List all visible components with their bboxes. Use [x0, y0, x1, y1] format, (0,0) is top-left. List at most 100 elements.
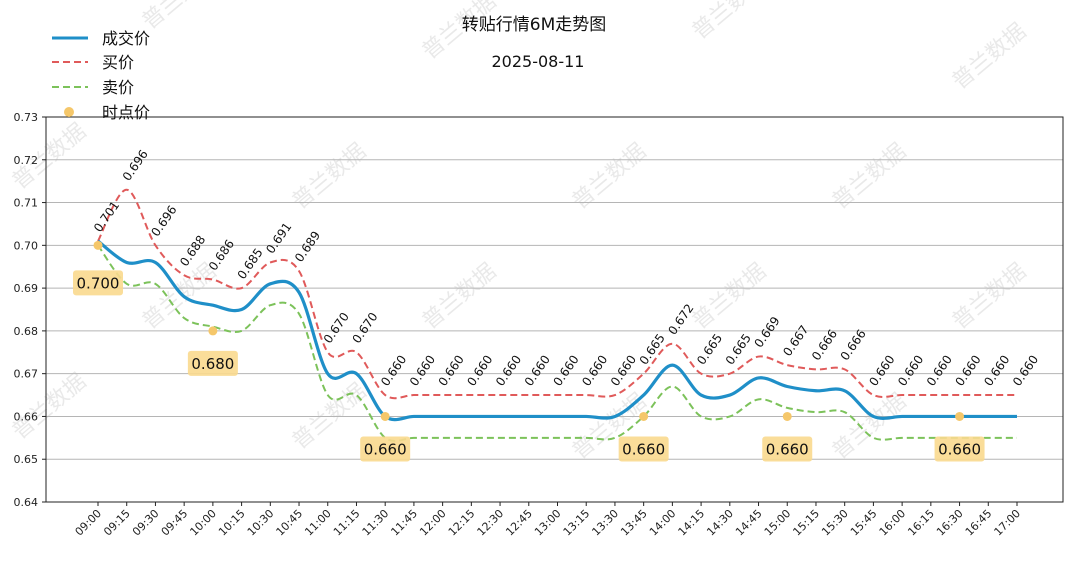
data-label: 0.691 [263, 220, 294, 256]
y-tick-label: 0.65 [14, 453, 39, 466]
watermark-text: 普兰数据 [138, 259, 221, 335]
x-tick-label: 13:45 [618, 507, 650, 539]
y-tick-label: 0.67 [14, 368, 39, 381]
data-label: 0.660 [493, 353, 524, 389]
watermark-text: 普兰数据 [418, 259, 501, 335]
x-tick-label: 16:45 [963, 507, 995, 539]
x-axis: 09:0009:1509:3009:4510:0010:1510:3010:45… [73, 502, 1024, 539]
x-tick-label: 09:15 [101, 507, 133, 539]
data-label: 0.665 [694, 331, 725, 367]
data-label: 0.685 [235, 246, 266, 282]
x-tick-label: 16:15 [905, 507, 937, 539]
y-tick-label: 0.71 [14, 197, 39, 210]
data-label: 0.660 [953, 353, 984, 389]
data-label: 0.660 [378, 353, 409, 389]
x-tick-label: 17:00 [992, 507, 1024, 539]
data-label: 0.660 [436, 353, 467, 389]
spot-point [93, 240, 103, 250]
watermark-text: 普兰数据 [828, 389, 911, 465]
data-label: 0.669 [752, 314, 783, 350]
data-label: 0.666 [838, 327, 869, 363]
spot-annotation-box [934, 436, 985, 462]
x-tick-label: 14:00 [647, 507, 679, 539]
chart-title: 转贴行情6M走势图 [462, 15, 606, 35]
plot-frame [45, 116, 1064, 503]
spot-price-points [93, 240, 965, 421]
x-tick-label: 09:45 [159, 507, 191, 539]
data-label: 0.670 [321, 310, 352, 346]
spot-annotation-label: 0.660 [622, 440, 665, 458]
spot-annotation-box [360, 436, 411, 462]
y-axis: 0.64 0.65 0.66 0.67 0.68 0.69 0.70 0.71 0.72 0.73 [14, 111, 46, 509]
x-tick-label: 10:00 [187, 507, 219, 539]
watermark-text: 普兰数据 [138, 0, 221, 35]
legend-label-trade: 成交价 [102, 29, 150, 48]
series-line-bid [97, 188, 1017, 400]
spot-point [955, 411, 965, 421]
spot-annotation-box [73, 270, 123, 296]
chart-subtitle: 2025-08-11 [492, 52, 585, 71]
watermark-text: 普兰数据 [568, 139, 651, 215]
data-label: 0.660 [895, 353, 926, 389]
data-label: 0.667 [780, 323, 811, 359]
watermark-text: 普兰数据 [948, 19, 1031, 95]
spot-annotation-box [762, 436, 813, 462]
spot-point [782, 411, 792, 421]
spot-annotation-box [618, 436, 669, 462]
y-tick-label: 0.68 [14, 325, 39, 338]
x-tick-label: 14:15 [676, 507, 708, 539]
spot-annotation-label: 0.700 [77, 274, 120, 292]
watermark-text: 普兰数据 [688, 0, 771, 45]
x-tick-label: 10:45 [274, 507, 306, 539]
x-tick-label: 11:45 [388, 507, 420, 539]
x-tick-label: 14:45 [733, 507, 765, 539]
y-tick-label: 0.64 [14, 496, 39, 509]
data-label: 0.660 [866, 353, 897, 389]
data-label: 0.689 [292, 229, 323, 265]
spot-point [208, 326, 218, 336]
series-lines [97, 188, 1017, 442]
data-label: 0.660 [464, 353, 495, 389]
data-label: 0.660 [550, 353, 581, 389]
spot-annotation-label: 0.680 [191, 355, 234, 373]
data-label: 0.660 [924, 353, 955, 389]
x-tick-label: 12:30 [475, 507, 507, 539]
data-label: 0.670 [349, 310, 380, 346]
data-label: 0.660 [522, 353, 553, 389]
x-tick-label: 15:00 [762, 507, 794, 539]
x-tick-label: 14:30 [704, 507, 736, 539]
data-label: 0.660 [407, 353, 438, 389]
data-label: 0.660 [608, 353, 639, 389]
x-tick-label: 12:45 [503, 507, 535, 539]
series-line-ask [97, 244, 1017, 442]
watermark-text: 普兰数据 [948, 259, 1031, 335]
x-tick-label: 16:00 [877, 507, 909, 539]
data-label: 0.660 [1010, 353, 1041, 389]
data-label: 0.660 [981, 353, 1012, 389]
x-tick-label: 10:15 [216, 507, 248, 539]
data-label: 0.686 [206, 237, 237, 273]
y-tick-label: 0.70 [14, 239, 39, 252]
spot-annotation-box [187, 350, 238, 376]
x-tick-label: 13:00 [532, 507, 564, 539]
y-tick-label: 0.66 [14, 410, 39, 423]
data-label: 0.660 [579, 353, 610, 389]
x-tick-label: 15:30 [819, 507, 851, 539]
x-tick-label: 11:15 [331, 507, 363, 539]
legend-swatch-spot [64, 107, 74, 117]
y-tick-label: 0.72 [14, 154, 39, 167]
spot-point [380, 411, 390, 421]
x-tick-label: 15:45 [848, 507, 880, 539]
legend-label-spot: 时点价 [102, 103, 150, 122]
x-tick-label: 11:30 [360, 507, 392, 539]
x-tick-label: 15:15 [790, 507, 822, 539]
spot-annotation-label: 0.660 [938, 440, 981, 458]
legend-label-bid: 买价 [102, 53, 134, 72]
data-label: 0.701 [91, 199, 122, 235]
legend-label-ask: 卖价 [102, 78, 134, 97]
data-label: 0.666 [809, 327, 840, 363]
x-tick-label: 13:30 [589, 507, 621, 539]
spot-annotation-label: 0.660 [364, 440, 407, 458]
